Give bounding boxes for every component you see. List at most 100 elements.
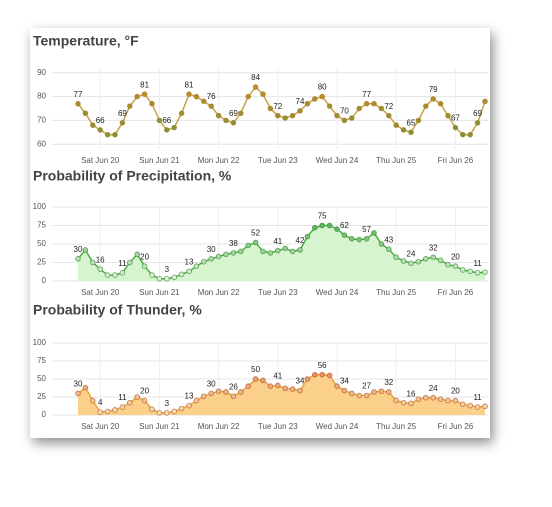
value-label: 69 [473,109,482,118]
point [400,399,407,406]
point [223,117,229,124]
point [304,233,311,240]
point [393,122,400,128]
point [104,408,111,415]
point [164,127,170,133]
chart-title: Probability of Precipitation, % [33,168,232,184]
point [267,250,274,256]
value-label: 20 [140,252,149,261]
y-tick-label: 90 [37,68,46,77]
value-label: 11 [473,259,482,268]
value-label: 52 [251,229,260,238]
point [82,247,89,253]
point [178,271,185,278]
x-tick-label: Sat Jun 20 [81,422,120,431]
point [245,383,252,390]
point [393,397,400,404]
point [252,84,259,90]
point [112,407,118,413]
point [311,224,318,231]
point [378,105,385,112]
point [304,100,311,107]
point [415,117,422,124]
point [97,127,103,133]
value-label: 34 [340,377,349,386]
point [208,103,215,109]
point [119,404,126,410]
value-label: 38 [229,239,238,248]
value-label: 20 [451,252,460,261]
point [90,122,96,128]
point [334,226,340,233]
value-label: 81 [185,80,194,89]
point [311,371,318,378]
value-label: 70 [340,107,349,116]
x-tick-label: Tue Jun 23 [258,422,298,431]
y-tick-label: 75 [37,356,46,365]
x-tick-label: Thu Jun 25 [376,156,417,165]
point [467,268,474,275]
point [97,266,103,272]
point [326,372,333,379]
point [208,390,215,397]
point [371,230,377,236]
value-label: 57 [362,225,371,234]
value-label: 62 [340,221,349,230]
point [297,108,303,114]
point [408,129,414,136]
value-label: 65 [407,118,416,127]
y-tick-label: 100 [33,338,47,347]
x-tick-label: Sun Jun 21 [139,288,180,297]
point [252,239,259,246]
value-label: 66 [162,116,171,125]
value-label: 42 [296,236,305,245]
point [215,112,222,119]
point [127,103,133,109]
x-tick-label: Wed Jun 24 [316,288,359,297]
point [430,394,437,401]
point [334,112,340,119]
y-tick-label: 70 [37,116,46,125]
point [341,232,348,238]
point [164,410,170,416]
value-label: 20 [451,387,460,396]
point [408,260,414,267]
point [437,100,444,107]
point [141,263,148,270]
point [215,253,222,260]
point [474,404,481,410]
point [445,261,451,268]
x-tick-label: Fri Jun 26 [438,422,474,431]
point [297,387,303,394]
value-label: 30 [74,380,83,389]
point [474,119,481,126]
point [297,247,303,253]
point [193,397,200,404]
point [430,254,437,261]
point [134,93,141,100]
point [348,236,355,242]
point [267,105,274,112]
value-label: 32 [384,378,393,387]
point [75,255,81,262]
value-label: 11 [118,393,127,402]
value-label: 75 [318,212,327,221]
point [274,112,281,119]
point [223,251,229,258]
chart-title: Probability of Thunder, % [33,302,202,318]
point [311,96,318,102]
value-label: 20 [140,387,149,396]
x-tick-label: Mon Jun 22 [198,156,240,165]
point [282,115,289,121]
y-tick-label: 75 [37,221,46,230]
x-tick-label: Mon Jun 22 [198,288,240,297]
x-tick-label: Sat Jun 20 [81,156,120,165]
value-label: 13 [185,392,194,401]
point [186,402,192,409]
point [378,388,385,395]
y-tick-label: 25 [37,392,46,401]
point [260,91,266,98]
point [467,131,474,138]
point [430,96,437,102]
